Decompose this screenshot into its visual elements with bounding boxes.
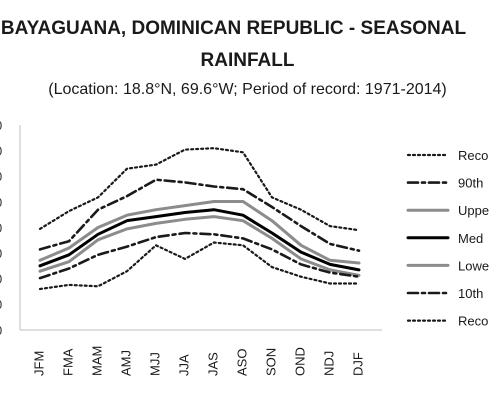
series-line [38, 241, 361, 291]
y-tick-glyph: 0 [0, 118, 2, 133]
legend-label: Lowe [458, 258, 489, 273]
series-line [38, 200, 361, 265]
chart-title-line-1: BAYAGUANA, DOMINICAN REPUBLIC - SEASONAL [0, 18, 467, 39]
x-tick-label: JJA [176, 354, 191, 376]
legend-label: Uppe [458, 203, 489, 218]
x-tick-label: NDJ [321, 351, 336, 376]
x-tick-label: ASO [234, 349, 249, 376]
x-tick-label: OND [292, 347, 307, 376]
x-tick-label: FMA [60, 348, 75, 376]
series-line [38, 215, 361, 277]
x-tick-label: JFM [31, 351, 46, 376]
y-tick-glyph: 0 [0, 144, 2, 159]
x-tick-label: AMJ [118, 350, 133, 376]
legend-label: Reco [458, 148, 488, 163]
series-line [38, 231, 361, 280]
y-tick-glyph: 0 [0, 195, 2, 210]
legend-label: Reco [458, 314, 488, 329]
series-line [38, 147, 361, 232]
x-tick-label: DJF [350, 352, 365, 376]
x-tick-label: MAM [89, 346, 104, 376]
y-tick-glyph: 0 [0, 297, 2, 312]
chart-title-line-2: RAINFALL [200, 50, 295, 71]
x-tick-label: JAS [205, 352, 220, 376]
legend-label: 90th [458, 176, 483, 191]
y-tick-glyph: 0 [0, 246, 2, 261]
series-line [38, 178, 361, 252]
legend-label: Med [458, 231, 483, 246]
legend-label: 10th [458, 286, 483, 301]
x-tick-label: MJJ [147, 352, 162, 376]
x-tick-label: SON [263, 348, 278, 376]
y-tick-glyph: 0 [0, 323, 2, 338]
chart-subtitle: (Location: 18.8°N, 69.6°W; Period of rec… [48, 81, 447, 98]
y-tick-glyph: 0 [0, 220, 2, 235]
y-tick-glyph: 0 [0, 272, 2, 287]
y-tick-glyph: 0 [0, 169, 2, 184]
series-line [38, 208, 361, 272]
